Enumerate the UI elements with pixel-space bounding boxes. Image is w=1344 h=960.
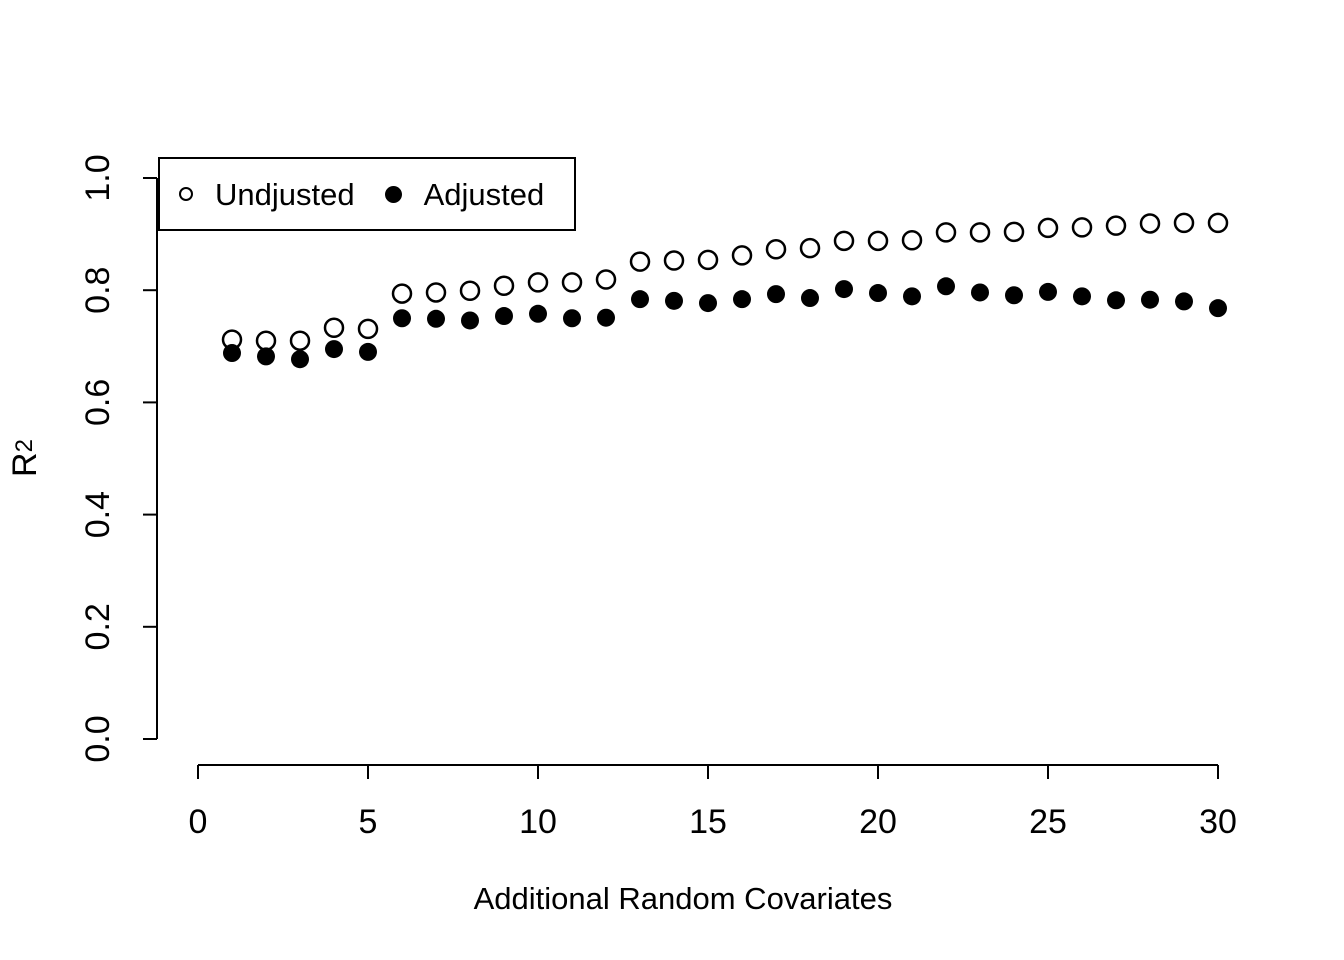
x-axis-title: Additional Random Covariates xyxy=(473,881,893,916)
data-point-adjusted xyxy=(223,344,241,363)
data-point-undjusted xyxy=(867,230,889,252)
data-point-adjusted xyxy=(1107,291,1125,310)
legend-label-adjusted: Adjusted xyxy=(423,176,545,212)
data-point-adjusted xyxy=(869,284,887,303)
legend-label-undjusted: Undjusted xyxy=(215,176,355,212)
data-point-adjusted xyxy=(971,283,989,302)
x-tick-label: 5 xyxy=(359,803,378,841)
data-point-undjusted xyxy=(595,269,617,290)
x-tick-label: 25 xyxy=(1029,803,1067,841)
data-point-adjusted xyxy=(1209,299,1227,318)
data-point-adjusted xyxy=(325,340,343,359)
legend: Undjusted Adjusted xyxy=(158,157,576,231)
y-tick-label: 0.6 xyxy=(79,379,117,426)
y-tick-label: 0.2 xyxy=(79,603,117,650)
data-point-undjusted xyxy=(255,330,277,351)
data-point-adjusted xyxy=(291,350,309,369)
data-point-undjusted xyxy=(561,272,583,293)
data-point-undjusted xyxy=(765,238,787,260)
y-tick-label: 1.0 xyxy=(79,154,117,201)
data-point-adjusted xyxy=(257,347,275,366)
data-point-adjusted xyxy=(903,287,921,306)
data-point-adjusted xyxy=(1039,282,1057,301)
data-point-adjusted xyxy=(427,309,445,328)
data-point-undjusted xyxy=(493,275,515,296)
y-tick-label: 0.4 xyxy=(79,491,117,538)
data-point-undjusted xyxy=(1173,212,1195,234)
data-point-undjusted xyxy=(629,251,651,272)
data-point-adjusted xyxy=(359,342,377,361)
data-point-adjusted xyxy=(461,311,479,330)
data-point-undjusted xyxy=(1037,217,1059,239)
open-circle-icon xyxy=(179,187,193,201)
data-point-adjusted xyxy=(1175,292,1193,311)
data-point-undjusted xyxy=(1003,221,1025,243)
data-point-adjusted xyxy=(835,280,853,299)
x-tick-label: 10 xyxy=(519,803,557,841)
y-tick-label: 0.8 xyxy=(79,267,117,314)
data-point-adjusted xyxy=(699,294,717,313)
x-tick-label: 0 xyxy=(189,803,208,841)
data-point-adjusted xyxy=(801,289,819,308)
data-point-undjusted xyxy=(833,230,855,252)
data-point-undjusted xyxy=(323,317,345,339)
data-point-undjusted xyxy=(289,330,311,351)
data-point-adjusted xyxy=(597,308,615,327)
data-point-undjusted xyxy=(901,230,923,251)
data-point-adjusted xyxy=(529,304,547,323)
data-point-adjusted xyxy=(937,277,955,296)
data-point-undjusted xyxy=(1105,215,1127,236)
x-tick-label: 30 xyxy=(1199,803,1237,841)
data-point-undjusted xyxy=(969,222,991,243)
data-point-undjusted xyxy=(1071,217,1093,238)
data-point-adjusted xyxy=(495,307,513,326)
data-point-undjusted xyxy=(731,245,753,266)
data-point-undjusted xyxy=(1139,213,1161,234)
data-point-undjusted xyxy=(663,250,685,271)
data-point-adjusted xyxy=(733,290,751,309)
y-tick-label: 0.0 xyxy=(79,715,117,762)
x-tick-label: 15 xyxy=(689,803,727,841)
data-point-adjusted xyxy=(1073,287,1091,306)
data-point-undjusted xyxy=(357,318,379,340)
data-point-undjusted xyxy=(1207,212,1229,234)
y-axis-title-base: R xyxy=(6,452,44,477)
data-point-undjusted xyxy=(459,280,481,302)
data-point-adjusted xyxy=(1141,290,1159,309)
data-point-undjusted xyxy=(527,272,549,293)
x-tick-label: 20 xyxy=(859,803,897,841)
data-point-undjusted xyxy=(697,249,719,271)
legend-item-adjusted: Adjusted xyxy=(384,176,545,212)
data-point-adjusted xyxy=(665,291,683,310)
data-point-undjusted xyxy=(935,222,957,243)
data-point-undjusted xyxy=(799,237,821,259)
legend-item-undjusted: Undjusted xyxy=(179,179,355,210)
data-point-undjusted xyxy=(425,282,447,303)
data-point-adjusted xyxy=(1005,286,1023,305)
data-point-adjusted xyxy=(767,285,785,304)
filled-circle-icon xyxy=(384,185,402,203)
data-point-adjusted xyxy=(631,290,649,309)
data-point-adjusted xyxy=(393,309,411,328)
data-point-undjusted xyxy=(391,283,413,304)
data-point-adjusted xyxy=(563,309,581,328)
